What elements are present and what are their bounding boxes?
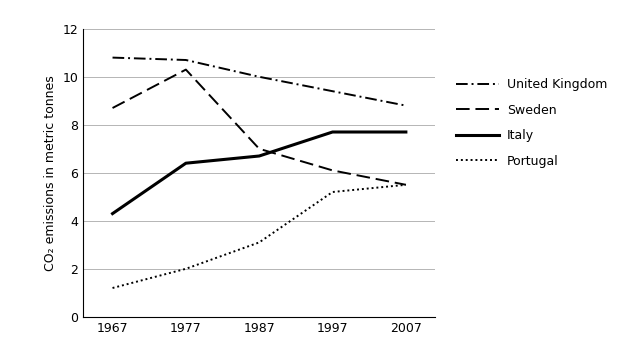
Italy [182, 161, 189, 165]
Italy [329, 130, 337, 134]
United Kingdom [402, 103, 410, 108]
Line: Sweden: Sweden [113, 69, 406, 185]
Portugal [182, 267, 189, 271]
United Kingdom [109, 55, 116, 60]
Line: United Kingdom: United Kingdom [113, 58, 406, 105]
Sweden [109, 106, 116, 110]
Legend: United Kingdom, Sweden, Italy, Portugal: United Kingdom, Sweden, Italy, Portugal [456, 78, 607, 168]
Portugal [109, 286, 116, 290]
United Kingdom [329, 89, 337, 93]
United Kingdom [255, 75, 263, 79]
Sweden [402, 183, 410, 187]
Italy [255, 154, 263, 158]
United Kingdom [182, 58, 189, 62]
Italy [402, 130, 410, 134]
Portugal [255, 240, 263, 244]
Portugal [329, 190, 337, 194]
Sweden [182, 67, 189, 72]
Line: Italy: Italy [113, 132, 406, 213]
Line: Portugal: Portugal [113, 185, 406, 288]
Italy [109, 211, 116, 216]
Sweden [255, 147, 263, 151]
Sweden [329, 168, 337, 172]
Y-axis label: CO₂ emissions in metric tonnes: CO₂ emissions in metric tonnes [44, 75, 57, 271]
Portugal [402, 183, 410, 187]
